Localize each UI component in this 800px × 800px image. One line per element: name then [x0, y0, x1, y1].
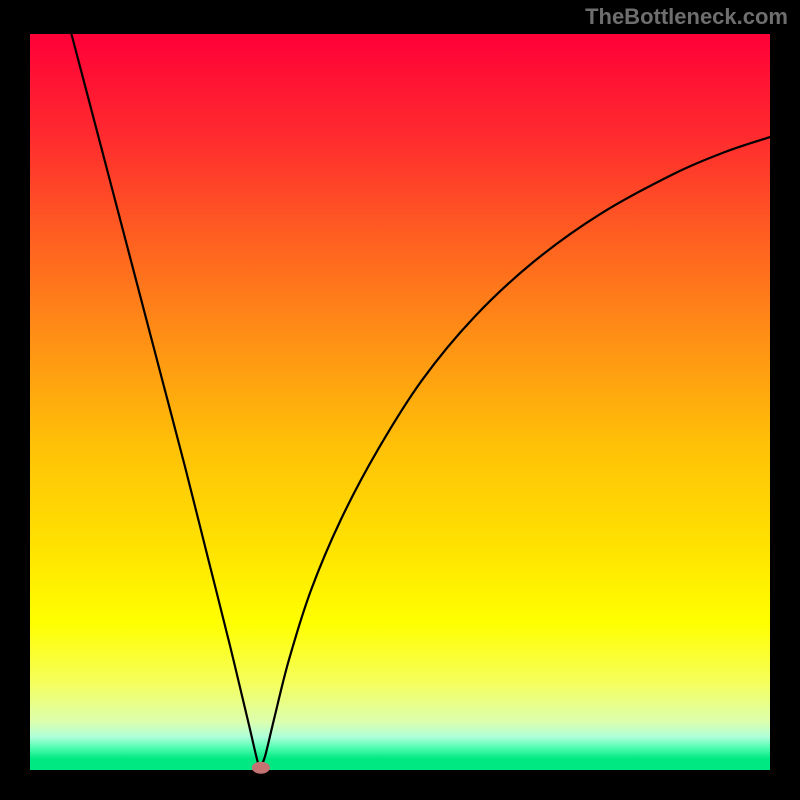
bottleneck-chart	[0, 0, 800, 800]
chart-container: TheBottleneck.com	[0, 0, 800, 800]
optimum-marker	[252, 762, 270, 774]
watermark-text: TheBottleneck.com	[585, 4, 788, 30]
plot-area	[30, 34, 770, 770]
